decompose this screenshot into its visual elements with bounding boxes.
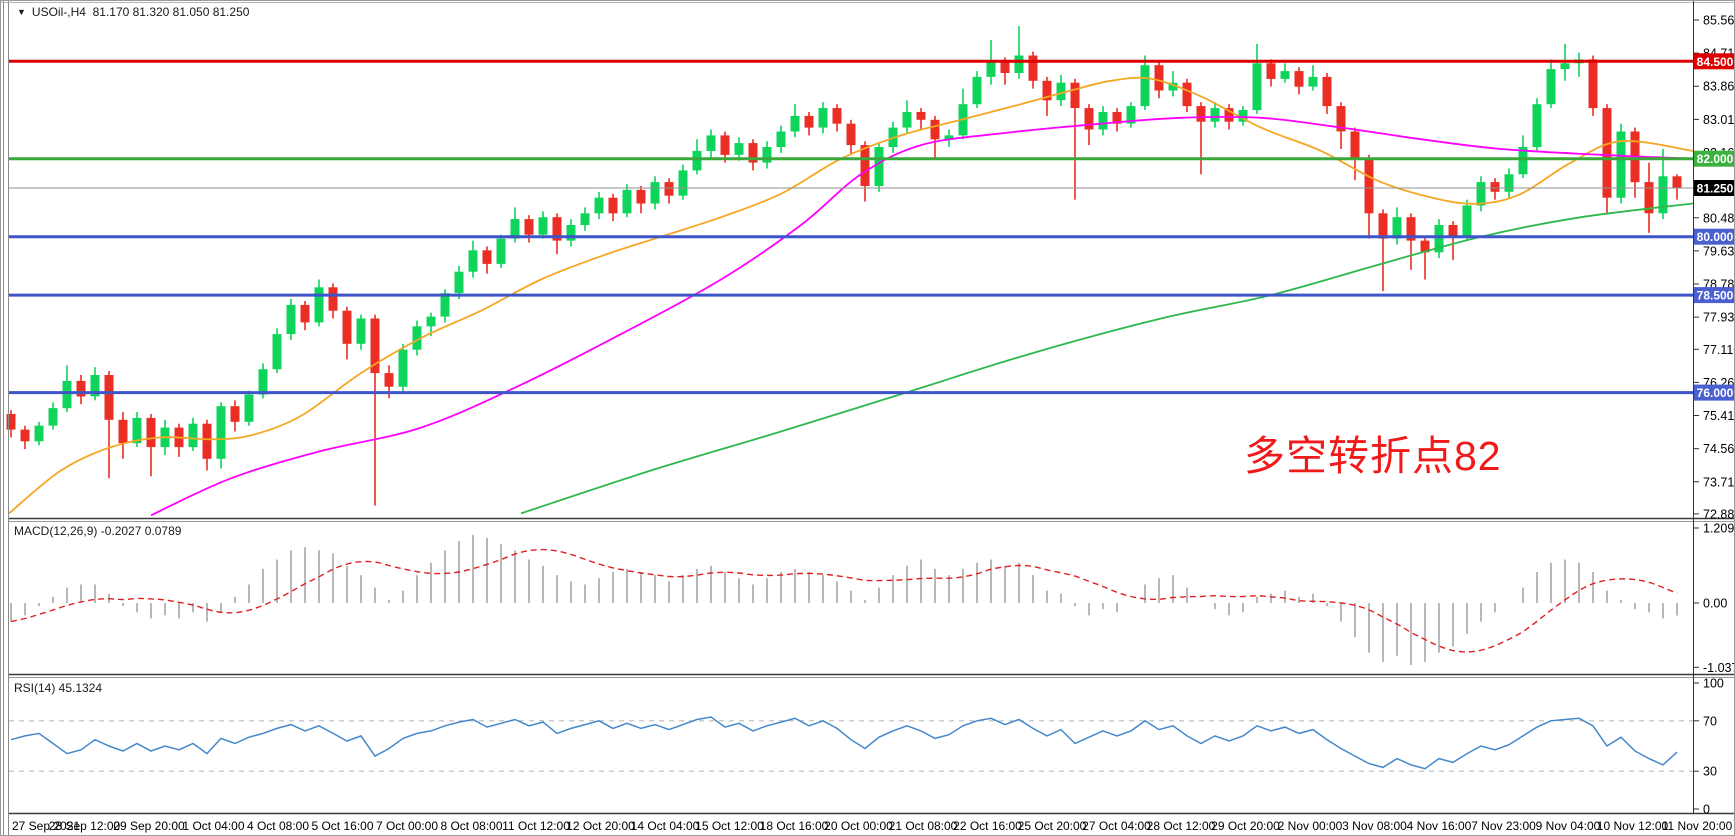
time-tick-label: 10 Nov 12:00 bbox=[1597, 819, 1669, 833]
rsi-tick-label: 100 bbox=[1703, 677, 1724, 691]
rsi-axis[interactable]: 100 70 30 0 bbox=[1693, 677, 1724, 817]
symbol-ohlc-label: ▼ USOil-,H4 81.170 81.320 81.050 81.250 bbox=[17, 5, 249, 19]
time-tick-label: 27 Sep 2021 bbox=[12, 819, 80, 833]
time-tick-label: 5 Oct 16:00 bbox=[311, 819, 373, 833]
price-tick-label: 77.110 bbox=[1703, 343, 1735, 357]
time-tick-label: 29 Sep 20:00 bbox=[113, 819, 185, 833]
macd-signal-line bbox=[10, 548, 1678, 653]
price-tag-label: 80.000 bbox=[1697, 230, 1734, 244]
time-tick-label: 2 Nov 00:00 bbox=[1278, 819, 1343, 833]
symbol-ohlc-text: USOil-,H4 81.170 81.320 81.050 81.250 bbox=[31, 5, 250, 19]
chevron-down-icon[interactable]: ▼ bbox=[17, 7, 26, 17]
price-tag-label: 78.500 bbox=[1697, 289, 1734, 303]
macd-axis[interactable]: 1.209 0.00 -1.0375 bbox=[1693, 522, 1735, 675]
time-tick-label: 1 Oct 04:00 bbox=[182, 819, 244, 833]
price-tag-label: 81.250 bbox=[1697, 182, 1734, 196]
price-axis[interactable]: 85.56084.71083.86083.01082.16080.48579.6… bbox=[1693, 14, 1735, 522]
time-tick-label: 4 Oct 08:00 bbox=[247, 819, 309, 833]
price-tag-label: 84.500 bbox=[1697, 55, 1734, 69]
rsi-indicator-label: RSI(14) 45.1324 bbox=[14, 681, 103, 695]
price-tick-label: 72.885 bbox=[1703, 507, 1735, 521]
price-tick-label: 83.860 bbox=[1703, 80, 1735, 94]
price-tick-label: 73.710 bbox=[1703, 475, 1735, 489]
price-tag-label: 76.000 bbox=[1697, 386, 1734, 400]
ma-fast-orange bbox=[8, 76, 1694, 515]
time-tick-label: 4 Nov 16:00 bbox=[1407, 819, 1472, 833]
time-tick-label: 22 Oct 16:00 bbox=[953, 819, 1022, 833]
price-tick-label: 80.485 bbox=[1703, 211, 1735, 225]
time-tick-label: 11 Nov 20:00 bbox=[1662, 819, 1733, 833]
price-tick-label: 83.010 bbox=[1703, 113, 1735, 127]
macd-tick-label: 1.209 bbox=[1703, 522, 1734, 536]
time-tick-label: 15 Oct 12:00 bbox=[695, 819, 764, 833]
macd-indicator-label: MACD(12,26,9) -0.2027 0.0789 bbox=[14, 524, 182, 538]
time-tick-label: 27 Oct 04:00 bbox=[1082, 819, 1151, 833]
macd-histogram bbox=[10, 534, 1678, 665]
rsi-tick-label: 0 bbox=[1703, 803, 1710, 817]
time-tick-label: 28 Sep 12:00 bbox=[49, 819, 121, 833]
time-tick-label: 7 Oct 00:00 bbox=[376, 819, 438, 833]
ma-mid-magenta bbox=[150, 115, 1694, 517]
macd-tick-label: -1.0375 bbox=[1703, 661, 1735, 675]
time-tick-label: 21 Oct 08:00 bbox=[889, 819, 958, 833]
time-tick-label: 14 Oct 04:00 bbox=[631, 819, 700, 833]
time-tick-label: 12 Oct 20:00 bbox=[566, 819, 635, 833]
chart-text-annotation[interactable]: 多空转折点82 bbox=[1244, 433, 1502, 479]
time-tick-label: 25 Oct 20:00 bbox=[1018, 819, 1087, 833]
rsi-line bbox=[10, 716, 1678, 770]
time-tick-label: 3 Nov 08:00 bbox=[1342, 819, 1407, 833]
price-tick-label: 85.560 bbox=[1703, 14, 1735, 28]
macd-tick-label: 0.00 bbox=[1703, 597, 1727, 611]
ma-slow-green bbox=[520, 202, 1694, 515]
time-tick-label: 20 Oct 00:00 bbox=[824, 819, 893, 833]
time-tick-label: 11 Oct 12:00 bbox=[502, 819, 570, 833]
price-tick-label: 75.410 bbox=[1703, 409, 1735, 423]
price-tick-label: 74.560 bbox=[1703, 442, 1735, 456]
rsi-tick-label: 30 bbox=[1703, 765, 1717, 779]
time-tick-label: 8 Oct 08:00 bbox=[440, 819, 502, 833]
price-tag-label: 82.000 bbox=[1697, 152, 1734, 166]
horizontal-level-lines[interactable] bbox=[9, 59, 1693, 395]
rsi-tick-label: 70 bbox=[1703, 714, 1717, 728]
time-tick-label: 28 Oct 12:00 bbox=[1147, 819, 1216, 833]
price-tick-label: 79.635 bbox=[1703, 244, 1735, 258]
time-tick-label: 7 Nov 23:00 bbox=[1471, 819, 1536, 833]
time-tick-label: 18 Oct 16:00 bbox=[760, 819, 829, 833]
price-tags: 84.500 82.000 81.250 80.000 78.500 76.000 bbox=[1694, 53, 1734, 401]
time-tick-label: 9 Nov 04:00 bbox=[1536, 819, 1601, 833]
price-tick-label: 77.935 bbox=[1703, 311, 1735, 325]
time-tick-label: 29 Oct 20:00 bbox=[1211, 819, 1280, 833]
